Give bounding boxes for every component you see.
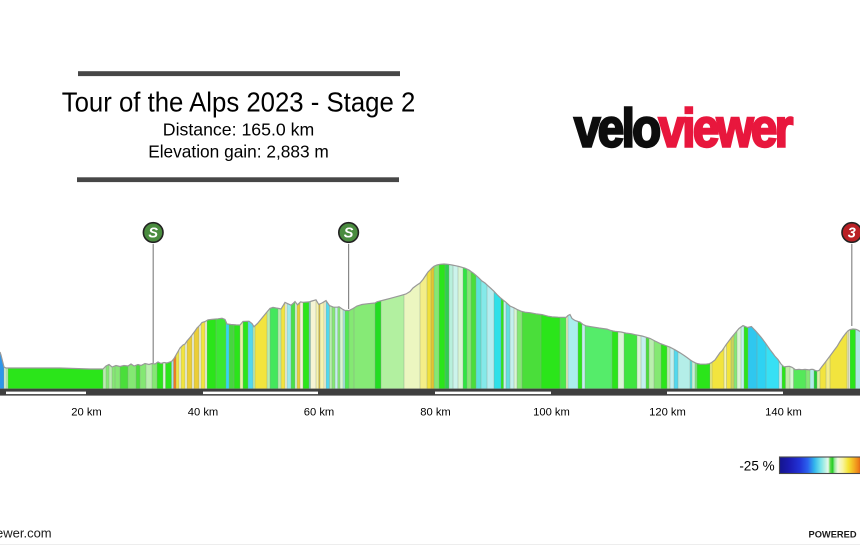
svg-text:POWERED: POWERED [809,529,857,539]
svg-text:Tour of the Alps 2023 - Stage: Tour of the Alps 2023 - Stage 2 [62,87,416,118]
svg-text:120 km: 120 km [649,407,686,419]
svg-text:-25 %: -25 % [739,459,774,474]
svg-text:80 km: 80 km [420,407,450,419]
svg-text:S: S [344,226,354,242]
svg-text:60 km: 60 km [304,407,334,419]
svg-text:40 km: 40 km [188,407,218,419]
svg-text:3: 3 [848,226,856,242]
svg-text:Elevation gain: 2,883 m: Elevation gain: 2,883 m [148,141,329,161]
svg-text:100 km: 100 km [533,407,570,419]
svg-text:S: S [148,226,158,242]
svg-text:20 km: 20 km [71,407,101,419]
svg-text:Distance: 165.0 km: Distance: 165.0 km [163,120,314,140]
svg-text:veloviewer: veloviewer [574,98,793,159]
svg-text:ewer.com: ewer.com [0,526,52,541]
svg-text:140 km: 140 km [765,407,802,419]
